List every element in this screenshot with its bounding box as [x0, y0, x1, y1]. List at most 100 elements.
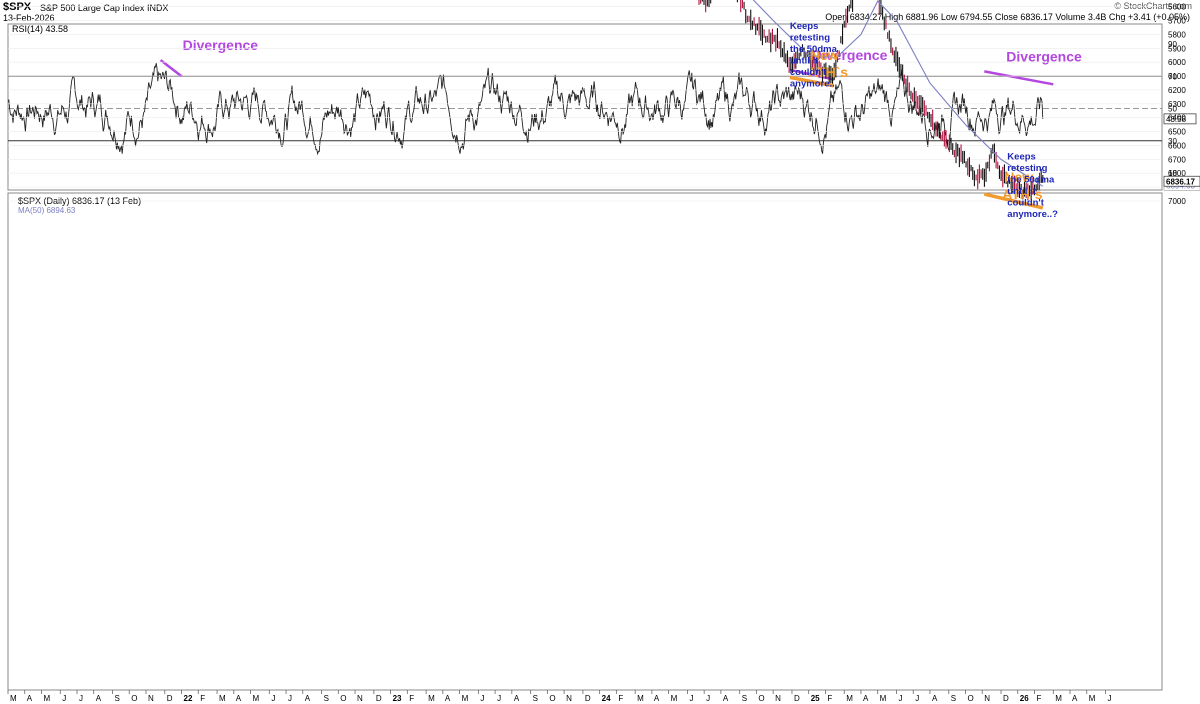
x-tick-label: A — [654, 694, 660, 703]
x-tick-label: O — [967, 694, 973, 703]
x-tick-label: N — [148, 694, 154, 703]
price-tick-label: 6000 — [1168, 58, 1186, 67]
x-tick-label: S — [115, 694, 120, 703]
credit-label: © StockCharts.com — [1114, 1, 1192, 11]
x-tick-label: J — [898, 694, 902, 703]
x-tick-label: O — [549, 694, 555, 703]
rsi-panel-frame — [7, 23, 1163, 191]
price-tick-label: 6700 — [1168, 155, 1186, 164]
note-label: Keeps retesting the 50dma until it couldn't a… — [1007, 151, 1058, 220]
x-tick-label: F — [618, 694, 623, 703]
price-tick-label: 6100 — [1168, 72, 1186, 81]
rsi-title: RSI(14) 43.58 — [12, 24, 68, 34]
x-tick-label: M — [10, 694, 17, 703]
x-tick-label: A — [863, 694, 869, 703]
x-tick-label: F — [409, 694, 414, 703]
x-tick-label: M — [462, 694, 469, 703]
ath-label: New ATH`s — [808, 47, 848, 80]
ath-label-line: New — [810, 47, 839, 63]
quote-line: Open 6834.27 High 6881.96 Low 6794.55 Cl… — [825, 12, 1190, 22]
x-tick-label: M — [1089, 694, 1096, 703]
x-tick-label: O — [340, 694, 346, 703]
divergence-line — [984, 70, 1054, 86]
exchange-label: INDX — [146, 3, 169, 13]
x-tick-label: M — [1055, 694, 1062, 703]
price-tick-label: 6600 — [1168, 141, 1186, 150]
divergence-label: Divergence — [183, 37, 259, 53]
x-tick-label: J — [915, 694, 919, 703]
x-tick-label: F — [1036, 694, 1041, 703]
x-tick-label: J — [271, 694, 275, 703]
price-tick-label: 6300 — [1168, 100, 1186, 109]
rsi-tick-label: 90 — [1168, 40, 1177, 49]
note-label: Keeps retesting the 50dma until it couldn't a… — [790, 21, 838, 90]
ma50-line — [752, 0, 1044, 187]
x-tick-label: A — [1072, 694, 1078, 703]
rsi-value-box — [1163, 113, 1197, 125]
rsi-tick-label: 30 — [1168, 137, 1177, 146]
close-price-label: 6836.17 — [1166, 177, 1195, 186]
price-tick-label: 6800 — [1168, 169, 1186, 178]
x-tick-label: S — [533, 694, 538, 703]
note-label-line: until it — [790, 55, 819, 66]
index-full-name: S&P 500 Large Cap Index — [40, 3, 145, 13]
x-tick-label: J — [79, 694, 83, 703]
x-tick-label: N — [775, 694, 781, 703]
x-tick-label: D — [585, 694, 591, 703]
x-tick-label: A — [27, 694, 33, 703]
x-tick-label: A — [723, 694, 729, 703]
price-tick-label: 6500 — [1168, 128, 1186, 137]
price-panel-frame — [7, 192, 1163, 691]
ath-label: New ATH`s — [1002, 169, 1042, 202]
ath-label-line: ATH`s — [808, 64, 848, 80]
rsi-tick-label: 50 — [1168, 105, 1177, 114]
divergence-label: Divergence — [1006, 48, 1082, 64]
x-tick-label: A — [96, 694, 102, 703]
x-tick-label: D — [1003, 694, 1009, 703]
price-tick-label: 5900 — [1168, 44, 1186, 53]
note-label-line: anymore..? — [1007, 209, 1058, 220]
x-tick-label: O — [131, 694, 137, 703]
rsi-tick-label: 70 — [1168, 72, 1177, 81]
rsi-tick-label: 10 — [1168, 169, 1177, 178]
x-tick-label: O — [758, 694, 764, 703]
price-tick-label: 5800 — [1168, 30, 1186, 39]
note-label-line: retesting — [1007, 163, 1047, 174]
note-label-line: couldn't — [1007, 197, 1044, 208]
note-label-line: the 50dma — [1007, 174, 1055, 185]
symbol-label: $SPX — [3, 1, 32, 13]
ma-legend-label: MA(50) 6894.63 — [18, 206, 76, 215]
x-tick-label: M — [253, 694, 260, 703]
x-tick-label: M — [880, 694, 887, 703]
x-tick-label: A — [445, 694, 451, 703]
x-tick-label: D — [167, 694, 173, 703]
x-tick-label: J — [288, 694, 292, 703]
x-tick-label: J — [480, 694, 484, 703]
x-tick-label: M — [846, 694, 853, 703]
x-tick-label: A — [514, 694, 520, 703]
price-tick-label: 7000 — [1168, 197, 1186, 206]
x-tick-label: 24 — [602, 694, 611, 703]
index-name: S&P 500 Large Cap Index INDX — [40, 3, 168, 13]
x-tick-label: M — [43, 694, 50, 703]
x-tick-label: N — [984, 694, 990, 703]
x-tick-label: S — [951, 694, 956, 703]
price-tick-label: 5700 — [1168, 17, 1186, 26]
divergence-label: Divergence — [812, 47, 888, 63]
x-tick-label: M — [219, 694, 226, 703]
price-tick-label: 6200 — [1168, 86, 1186, 95]
x-tick-label: M — [671, 694, 678, 703]
x-tick-label: N — [566, 694, 572, 703]
x-tick-label: J — [706, 694, 710, 703]
x-tick-label: 23 — [393, 694, 402, 703]
note-label-line: Keeps — [1007, 151, 1036, 162]
x-tick-label: J — [62, 694, 66, 703]
x-tick-label: M — [637, 694, 644, 703]
x-tick-label: D — [376, 694, 382, 703]
note-label-line: the 50dma — [790, 44, 838, 55]
x-tick-label: A — [236, 694, 242, 703]
note-label-line: retesting — [790, 32, 830, 43]
ath-line — [789, 75, 835, 88]
x-tick-label: J — [1108, 694, 1112, 703]
